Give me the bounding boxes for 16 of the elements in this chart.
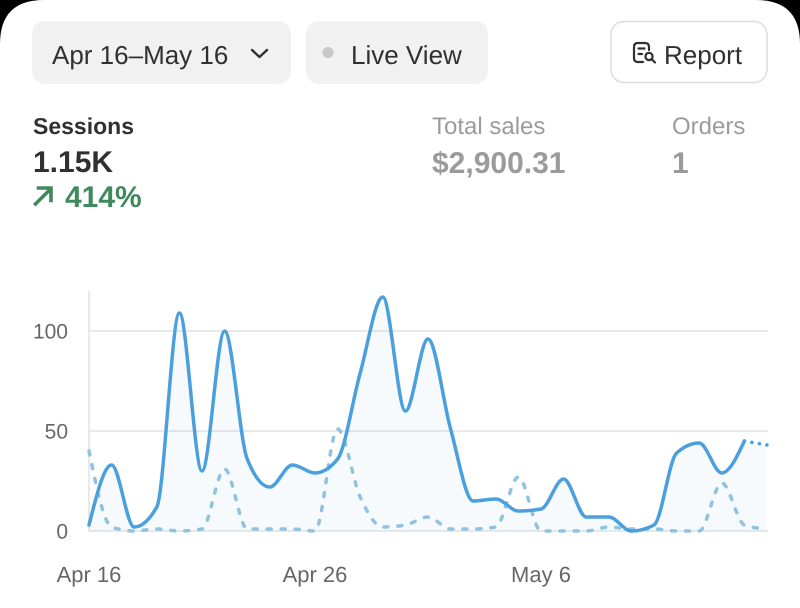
text: 414% — [65, 181, 142, 214]
text: Orders — [672, 113, 746, 140]
text: $2,900.31 — [432, 147, 566, 180]
text: Live View — [351, 40, 462, 70]
text: Report — [664, 40, 743, 70]
text: 1 — [672, 147, 689, 180]
y-tick-label: 50 — [44, 420, 68, 444]
y-tick-label: 100 — [32, 320, 68, 344]
y-tick-label: 0 — [56, 520, 68, 544]
text: Apr 16–May 16 — [52, 40, 228, 70]
text: 1.15K — [33, 146, 114, 179]
x-tick-label: Apr 26 — [282, 562, 348, 587]
text: Total sales — [432, 113, 546, 140]
x-tick-label: May 6 — [511, 562, 571, 587]
x-tick-label: Apr 16 — [56, 562, 122, 587]
chart-title: Sessions — [33, 113, 134, 139]
